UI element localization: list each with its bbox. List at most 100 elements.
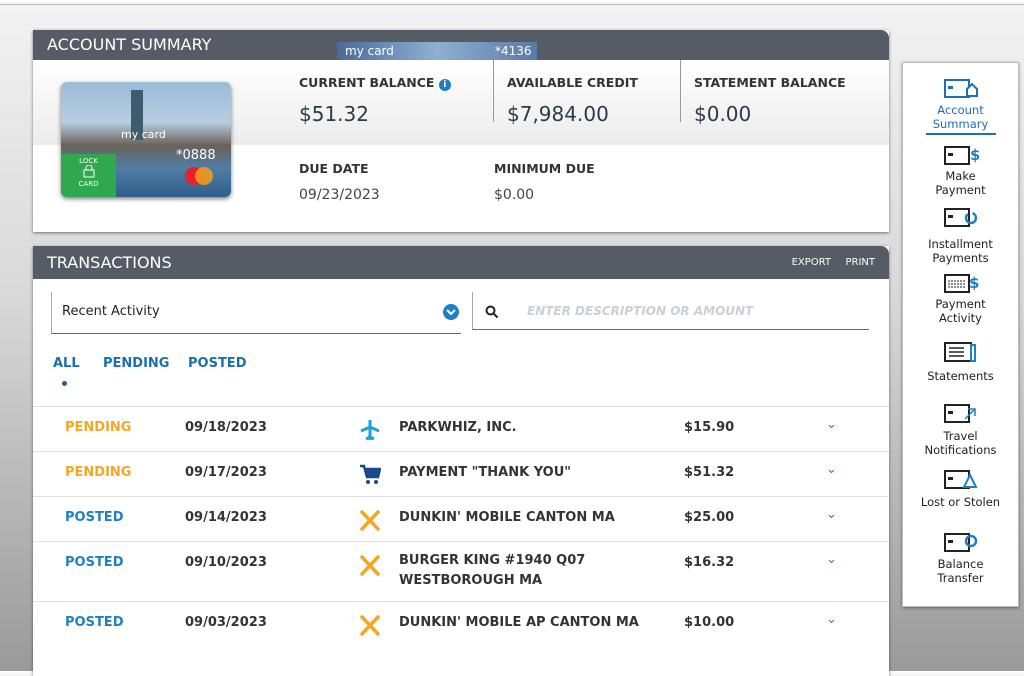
card-tab-number: *4136	[495, 44, 532, 58]
tab-posted[interactable]: POSTED	[188, 356, 247, 371]
nav-statements[interactable]: Statements	[903, 341, 1018, 383]
nav-installment-payments[interactable]: Installment Payments	[903, 207, 1018, 265]
amount: $16.32	[684, 555, 735, 570]
transaction-row[interactable]: POSTED 09/14/2023 DUNKIN' MOBILE CANTON …	[33, 496, 889, 541]
expand-chevron[interactable]: ⌄	[826, 612, 837, 627]
top-rule	[0, 4, 1024, 5]
expand-chevron[interactable]: ⌄	[826, 507, 837, 522]
date: 09/03/2023	[185, 615, 267, 630]
status: POSTED	[65, 555, 124, 570]
search-input[interactable]: ENTER DESCRIPTION OR AMOUNT	[472, 292, 869, 330]
field-value: $0.00	[494, 187, 535, 203]
field-label: AVAILABLE CREDIT	[507, 75, 638, 90]
amount: $10.00	[684, 615, 735, 630]
field-value: $51.32	[299, 102, 369, 126]
mastercard-logo	[185, 167, 213, 185]
card-tab-name: my card	[345, 44, 394, 58]
tab-pending[interactable]: PENDING	[103, 356, 170, 371]
nav-account-summary[interactable]: Account Summary	[903, 77, 1018, 135]
lock-icon	[83, 164, 94, 178]
divider	[493, 60, 494, 122]
transaction-row[interactable]: PENDING 09/17/2023 PAYMENT "THANK YOU" $…	[33, 451, 889, 496]
divider	[680, 60, 681, 122]
nav-icon: $	[943, 274, 979, 293]
description: DUNKIN' MOBILE AP CANTON MA	[399, 615, 639, 630]
nav-travel-notifications[interactable]: Travel Notifications	[903, 403, 1018, 457]
tab-all[interactable]: ALL	[53, 356, 80, 371]
transaction-row[interactable]: PENDING 09/18/2023 PARKWHIZ, INC. $15.90…	[33, 406, 889, 451]
sidebar: Account Summary $ Make Payment Installme…	[902, 62, 1019, 607]
expand-chevron[interactable]: ⌄	[826, 552, 837, 567]
card-name: my card	[121, 128, 166, 141]
nav-label: Travel Notifications	[924, 429, 997, 457]
amount: $15.90	[684, 420, 735, 435]
field-value: $7,984.00	[507, 102, 609, 126]
description: PARKWHIZ, INC.	[399, 420, 517, 435]
nav-balance-transfer[interactable]: Balance Transfer	[903, 531, 1018, 585]
nav-label: Payment Activity	[935, 297, 986, 325]
nav-icon: $	[943, 146, 979, 165]
nav-label: Lost or Stolen	[920, 495, 1001, 509]
nav-icon	[943, 470, 978, 489]
date: 09/18/2023	[185, 420, 267, 435]
date: 09/17/2023	[185, 465, 267, 480]
status: POSTED	[65, 510, 124, 525]
expand-chevron[interactable]: ⌄	[826, 417, 837, 432]
nav-label: Balance Transfer	[937, 557, 984, 585]
date: 09/14/2023	[185, 510, 267, 525]
svg-text:$: $	[969, 274, 979, 292]
status: POSTED	[65, 615, 124, 630]
card-number: *0888	[176, 148, 216, 163]
lock-label: LOCK	[79, 157, 98, 165]
nav-label: Statements	[927, 369, 994, 383]
expand-chevron[interactable]: ⌄	[826, 462, 837, 477]
active-tab-dot	[62, 381, 67, 386]
building	[131, 90, 143, 140]
description: BURGER KING #1940 Q07 WESTBOROUGH MA	[399, 553, 586, 588]
search-placeholder: ENTER DESCRIPTION OR AMOUNT	[527, 304, 754, 318]
field-label: MINIMUM DUE	[494, 161, 595, 176]
dining-icon	[360, 555, 380, 576]
transactions-header: TRANSACTIONS EXPORT PRINT	[33, 246, 889, 279]
search-icon	[485, 305, 499, 319]
status: PENDING	[65, 420, 132, 435]
print-link[interactable]: PRINT	[845, 257, 875, 268]
shopping-icon	[360, 464, 381, 484]
dining-icon	[360, 510, 380, 531]
summary-title: ACCOUNT SUMMARY	[47, 35, 212, 54]
field-value: $0.00	[694, 102, 752, 126]
account-summary-panel: ACCOUNT SUMMARY my card *4136 my card *0…	[33, 30, 889, 232]
status: PENDING	[65, 465, 132, 480]
nav-label: Account Summary	[925, 103, 996, 135]
transaction-row[interactable]: POSTED 09/03/2023 DUNKIN' MOBILE AP CANT…	[33, 601, 889, 646]
nav-icon	[943, 342, 976, 362]
svg-text:$: $	[970, 146, 979, 164]
amount: $25.00	[684, 510, 735, 525]
dining-icon	[360, 615, 380, 636]
field-label: DUE DATE	[299, 161, 369, 176]
nav-label: Installment Payments	[928, 237, 993, 265]
description: PAYMENT "THANK YOU"	[399, 465, 572, 480]
nav-lost-or-stolen[interactable]: Lost or Stolen	[903, 469, 1018, 509]
activity-dropdown[interactable]: Recent Activity	[51, 292, 461, 334]
transaction-row[interactable]: POSTED 09/10/2023 BURGER KING #1940 Q07 …	[33, 541, 889, 601]
travel-icon	[360, 420, 380, 441]
nav-icon	[943, 533, 977, 552]
nav-icon	[943, 404, 976, 423]
dropdown-value: Recent Activity	[62, 304, 160, 319]
lock-sub: CARD	[78, 180, 99, 188]
amount: $51.32	[684, 465, 735, 480]
transactions-title: TRANSACTIONS	[47, 253, 172, 272]
export-link[interactable]: EXPORT	[791, 257, 831, 268]
card-tab[interactable]: my card *4136	[337, 42, 537, 60]
nav-icon	[943, 79, 978, 98]
lock-card-button[interactable]: LOCK CARD	[61, 154, 116, 197]
nav-make-payment[interactable]: $ Make Payment	[903, 145, 1018, 197]
info-icon[interactable]: i	[438, 79, 451, 91]
nav-payment-activity[interactable]: $ Payment Activity	[903, 273, 1018, 325]
dropdown-icon	[443, 304, 459, 320]
current-balance-label: CURRENT BALANCE i	[299, 75, 451, 91]
credit-card: my card *0888 LOCK CARD	[61, 82, 231, 197]
transactions-panel: TRANSACTIONS EXPORT PRINT Recent Activit…	[33, 246, 889, 676]
